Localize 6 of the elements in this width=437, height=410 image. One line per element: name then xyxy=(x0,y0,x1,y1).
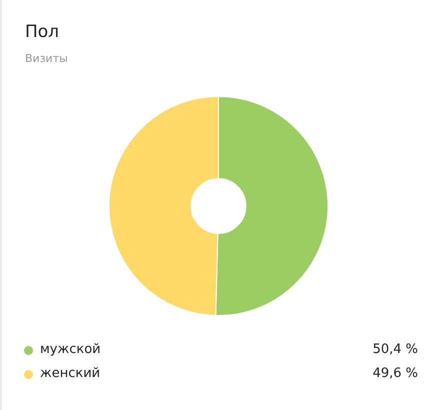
data-label: 49,6 % xyxy=(372,366,418,381)
data-label: 50,4 % xyxy=(372,342,418,357)
legend-label: женский xyxy=(40,366,100,381)
legend-label: мужской xyxy=(40,342,101,357)
chart-subtitle: Визиты xyxy=(25,52,68,65)
chart-title: Пол xyxy=(25,22,60,42)
